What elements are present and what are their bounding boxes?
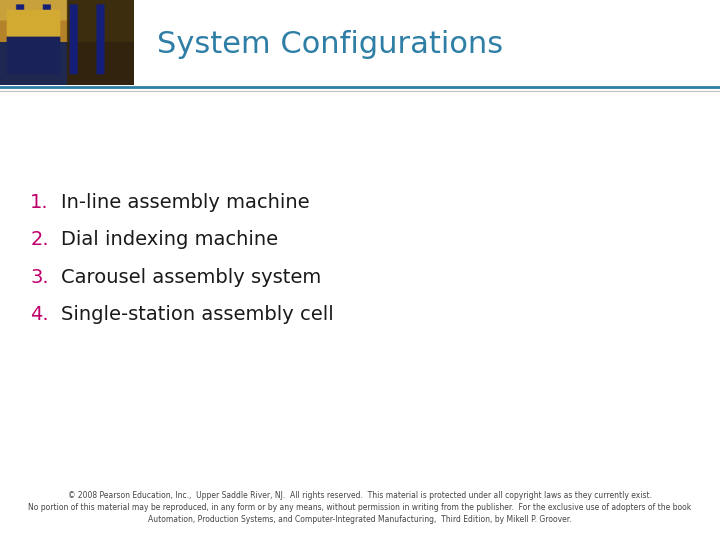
Text: 3.: 3. — [30, 268, 49, 287]
Text: 4.: 4. — [30, 305, 49, 324]
Text: In-line assembly machine: In-line assembly machine — [61, 193, 310, 212]
Text: 2.: 2. — [30, 230, 49, 249]
Text: 1.: 1. — [30, 193, 49, 212]
Text: Carousel assembly system: Carousel assembly system — [61, 268, 321, 287]
Text: Dial indexing machine: Dial indexing machine — [61, 230, 279, 249]
Text: Single-station assembly cell: Single-station assembly cell — [61, 305, 334, 324]
Text: System Configurations: System Configurations — [157, 30, 503, 59]
Text: © 2008 Pearson Education, Inc.,  Upper Saddle River, NJ.  All rights reserved.  : © 2008 Pearson Education, Inc., Upper Sa… — [28, 491, 692, 524]
